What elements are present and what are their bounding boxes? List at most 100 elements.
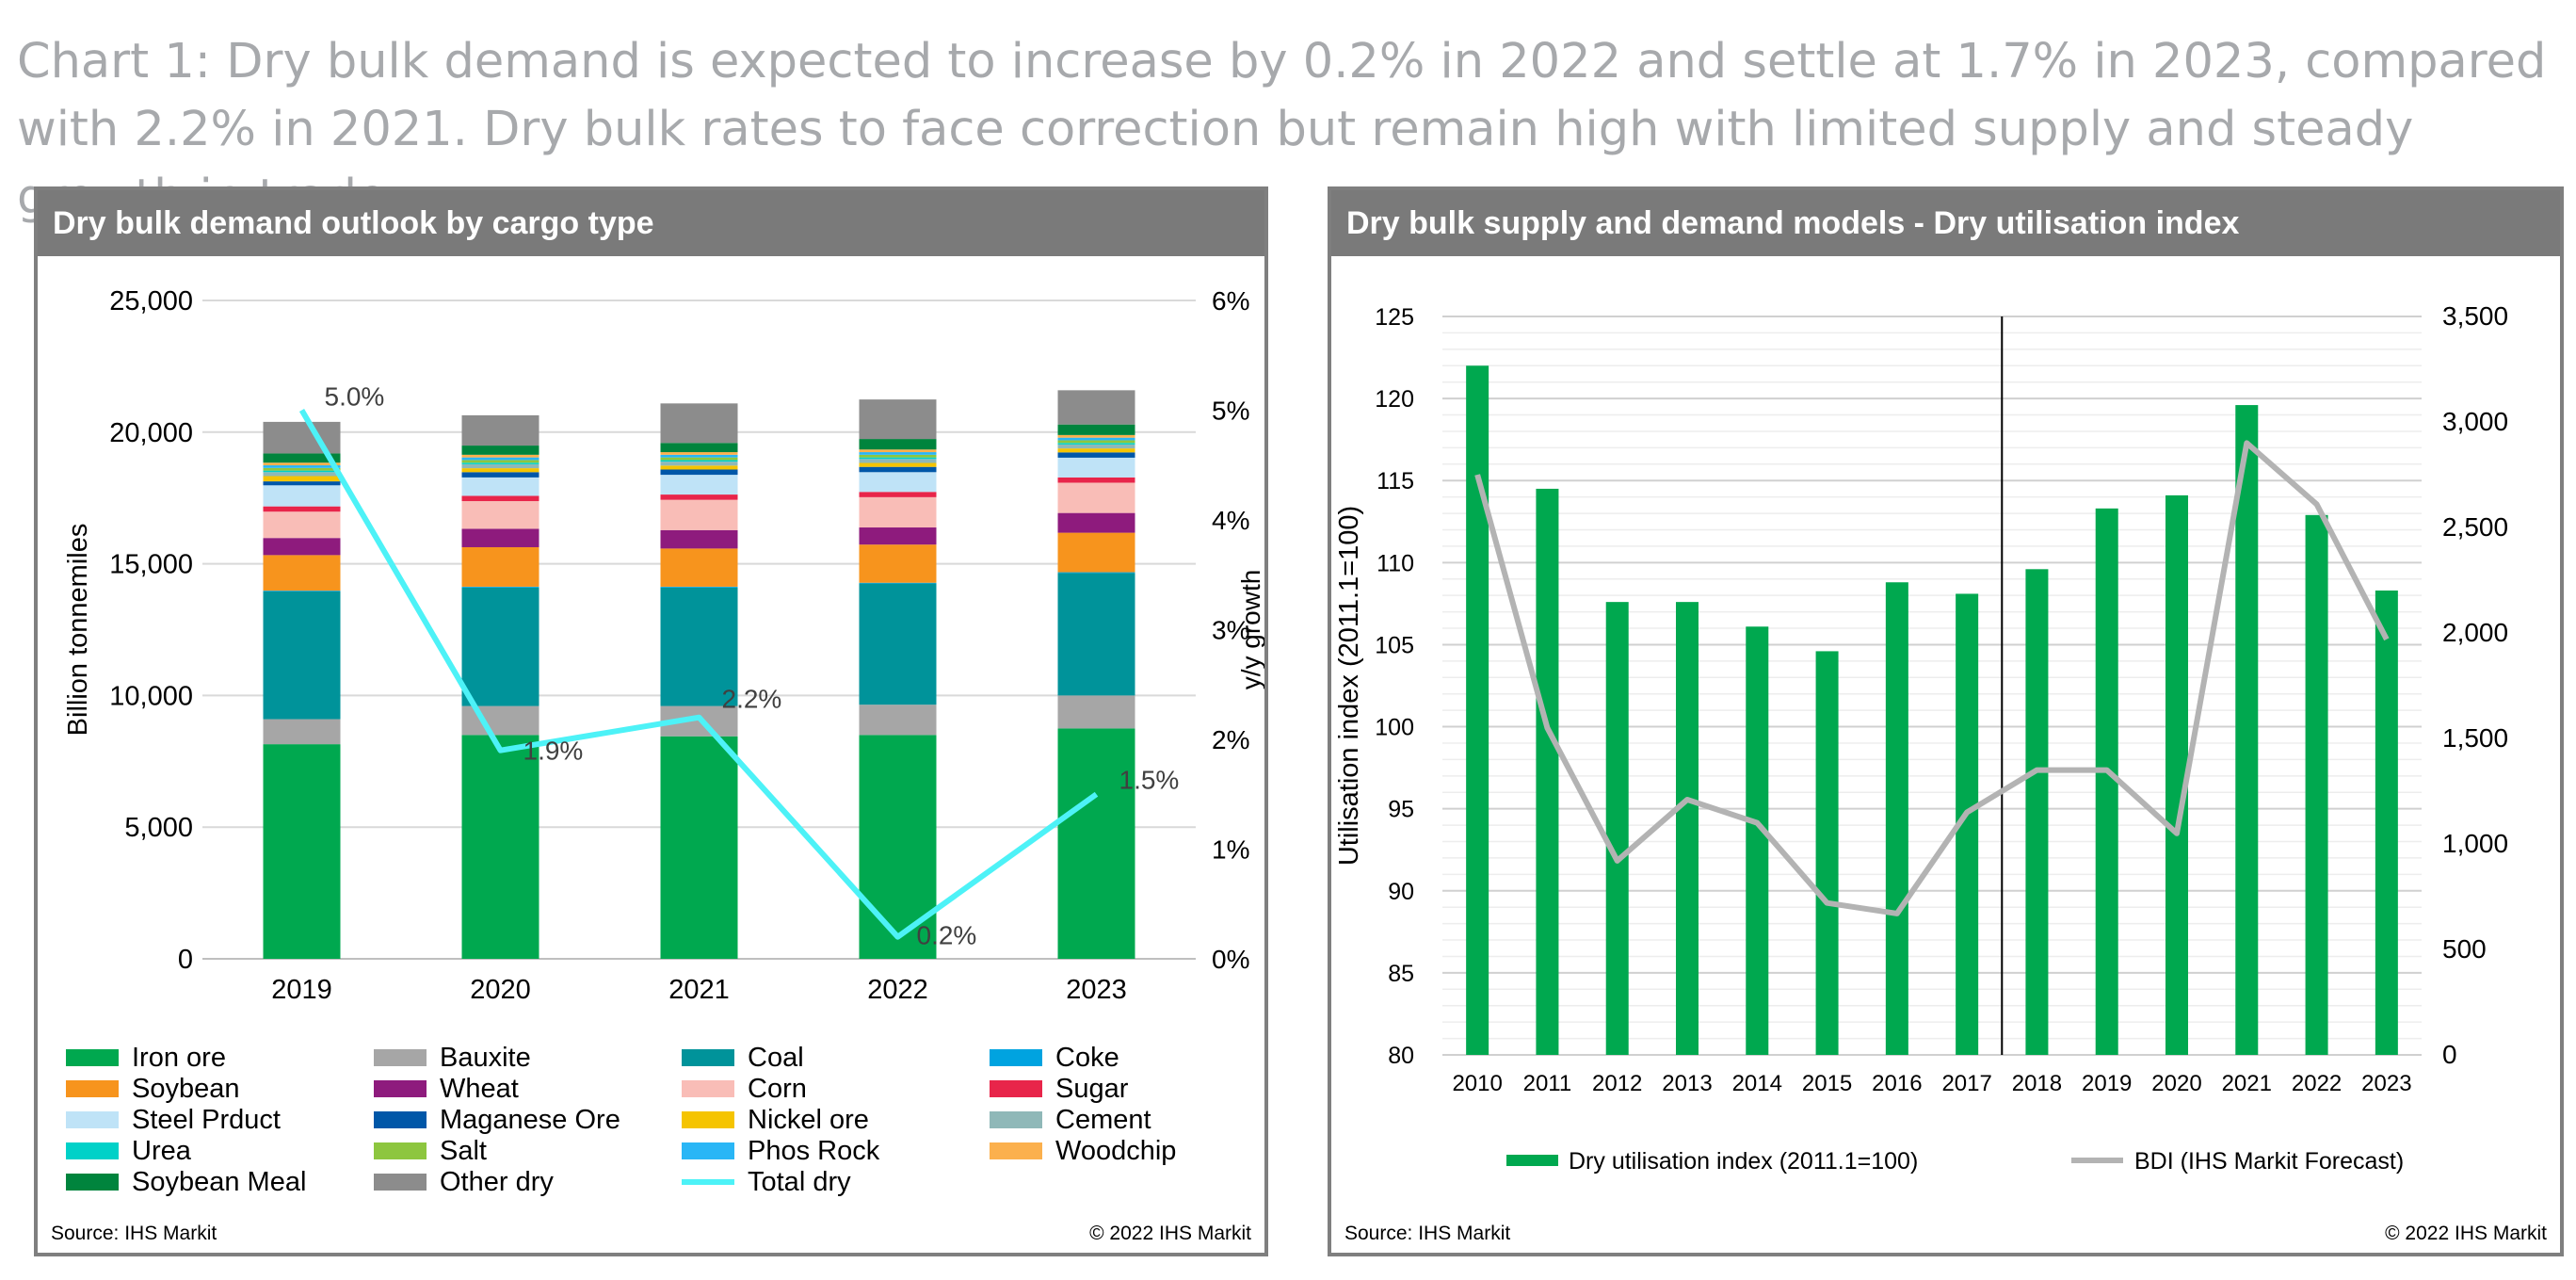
bar-segment <box>1057 424 1135 435</box>
bar-segment <box>859 496 937 528</box>
legend-swatch <box>682 1049 734 1066</box>
bar-segment <box>461 528 539 547</box>
utilisation-bar <box>2235 405 2259 1055</box>
bar-segment <box>859 439 937 450</box>
bar-segment <box>859 454 937 458</box>
bar-segment <box>859 492 937 497</box>
utilisation-bar <box>2025 569 2049 1055</box>
bar-segment <box>461 454 539 458</box>
page-headline: Chart 1: Dry bulk demand is expected to … <box>17 34 2547 225</box>
y-tick-label: 90 <box>1388 879 1414 905</box>
x-tick-label: 2021 <box>668 975 730 1005</box>
legend-swatch <box>682 1111 734 1128</box>
bar-segment <box>1057 477 1135 483</box>
bar-segment <box>1057 434 1135 438</box>
x-tick-label: 2020 <box>2151 1071 2201 1096</box>
bar-segment <box>461 735 539 959</box>
bar-segment <box>1057 512 1135 533</box>
bar-segment <box>461 462 539 464</box>
bar-segment <box>461 472 539 478</box>
y2-tick-label: 2% <box>1212 725 1249 754</box>
legend-swatch <box>374 1080 427 1097</box>
legend-swatch <box>990 1080 1042 1097</box>
x-tick-label: 2012 <box>1592 1071 1642 1096</box>
growth-data-label: 1.5% <box>1119 765 1180 794</box>
utilisation-bar <box>1885 582 1908 1055</box>
y-tick-label: 85 <box>1388 961 1414 987</box>
bar-segment <box>461 414 539 446</box>
legend-label: Nickel ore <box>748 1105 869 1135</box>
x-tick-label: 2022 <box>2292 1071 2342 1096</box>
x-tick-label: 2019 <box>271 975 332 1005</box>
bar-segment <box>461 587 539 706</box>
bar-segment <box>263 472 341 477</box>
y2-axis-title: y/y growth <box>1236 570 1264 690</box>
bar-segment <box>1057 443 1135 445</box>
y-tick-label: 100 <box>1375 715 1414 741</box>
legend-swatch <box>682 1179 734 1185</box>
bar-segment <box>263 719 341 745</box>
x-tick-label: 2013 <box>1662 1071 1712 1096</box>
legend-label: Coal <box>748 1043 804 1073</box>
legend-label: Urea <box>132 1136 191 1166</box>
legend-label: Sugar <box>1055 1074 1129 1104</box>
x-tick-label: 2011 <box>1523 1071 1572 1096</box>
bar-segment <box>1057 440 1135 444</box>
bar-segment <box>660 499 738 530</box>
y2-tick-label: 0 <box>2442 1040 2457 1069</box>
bar-segment <box>660 457 738 461</box>
bar-segment <box>660 475 738 495</box>
legend-label: BDI (IHS Markit Forecast) <box>2134 1148 2404 1175</box>
bar-segment <box>461 463 539 469</box>
legend-label: Iron ore <box>132 1043 226 1073</box>
utilisation-bar <box>1605 602 1629 1055</box>
legend-swatch <box>66 1080 119 1097</box>
bar-segment <box>660 452 738 455</box>
y2-tick-label: 5% <box>1212 397 1249 426</box>
bar-segment <box>263 591 341 720</box>
bar-segment <box>1057 444 1135 449</box>
legend-label: Soybean Meal <box>132 1167 307 1197</box>
legend-label: Total dry <box>748 1167 851 1197</box>
y-tick-label: 5,000 <box>124 813 193 843</box>
bar-segment <box>263 470 341 473</box>
bar-segment <box>660 465 738 470</box>
bar-segment <box>660 462 738 466</box>
y2-tick-label: 1% <box>1212 835 1249 865</box>
demand-outlook-panel: 0 5,000 10,000 15,000 20,000 25,000 0% 1% 2% 3% 4%… <box>34 186 1268 1256</box>
legend-swatch <box>374 1111 427 1128</box>
bar-segment <box>660 469 738 476</box>
bar-segment <box>859 544 937 583</box>
legend-label: Bauxite <box>440 1043 531 1073</box>
y-tick-label: 10,000 <box>109 681 193 711</box>
legend-label: Woodchip <box>1055 1136 1177 1166</box>
legend-label: Dry utilisation index (2011.1=100) <box>1569 1148 1918 1175</box>
y-axis-title: Utilisation index (2011.1=100) <box>1334 506 1364 866</box>
bar-segment <box>1057 573 1135 696</box>
growth-data-label: 5.0% <box>325 382 385 412</box>
legend-swatch <box>66 1049 119 1066</box>
y2-tick-label: 6% <box>1212 286 1249 316</box>
bar-segment <box>461 446 539 455</box>
y2-tick-label: 4% <box>1212 506 1249 535</box>
utilisation-bar <box>2095 508 2118 1055</box>
bar-segment <box>263 465 341 468</box>
y-tick-label: 120 <box>1375 386 1414 413</box>
legend-swatch <box>1506 1155 1558 1166</box>
x-tick-label: 2015 <box>1802 1071 1852 1096</box>
bar-segment <box>859 449 937 453</box>
x-tick-label: 2017 <box>1941 1071 1991 1096</box>
demand-outlook-source: Source: IHS Markit <box>51 1223 217 1244</box>
bar-segment <box>263 485 341 507</box>
legend-label: Soybean <box>132 1074 240 1104</box>
legend-swatch <box>66 1142 119 1159</box>
bar-segment <box>1057 437 1135 441</box>
bar-segment <box>263 462 341 466</box>
utilisation-bar <box>1676 602 1699 1055</box>
bar-segment <box>263 506 341 512</box>
y2-tick-label: 0% <box>1212 945 1249 974</box>
bar-segment <box>263 538 341 556</box>
legend-label: Salt <box>440 1136 487 1166</box>
utilisation-bar <box>2375 590 2398 1055</box>
x-tick-label: 2010 <box>1452 1071 1502 1096</box>
